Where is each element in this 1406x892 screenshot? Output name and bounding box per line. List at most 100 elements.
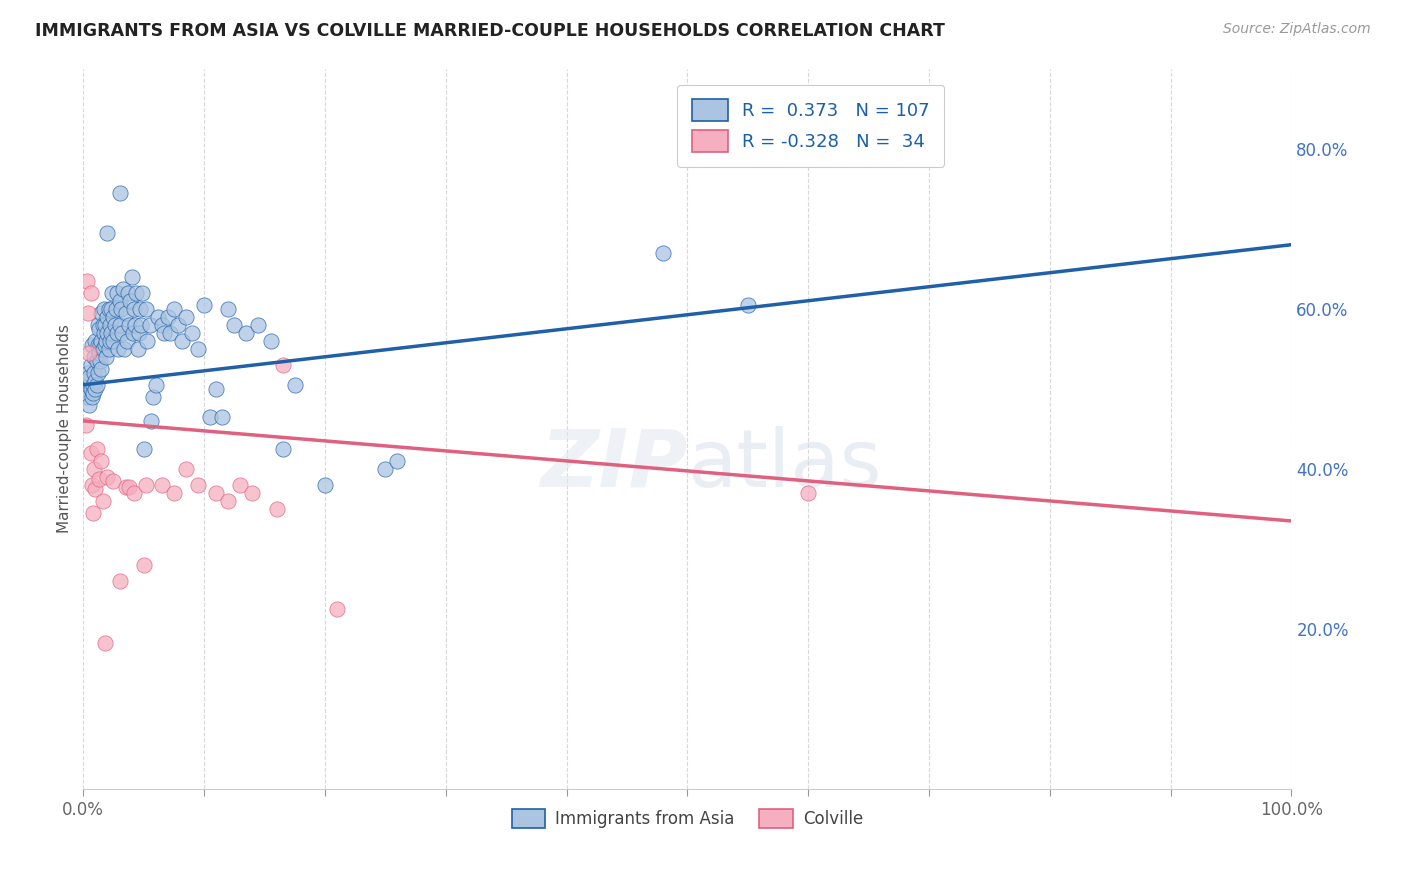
Text: Source: ZipAtlas.com: Source: ZipAtlas.com bbox=[1223, 22, 1371, 37]
Point bbox=[259, 334, 281, 348]
Point bbox=[93, 301, 115, 316]
Point bbox=[76, 274, 98, 288]
Point bbox=[97, 301, 120, 316]
Point bbox=[84, 482, 107, 496]
Point bbox=[90, 334, 112, 348]
Y-axis label: Married-couple Households: Married-couple Households bbox=[58, 325, 72, 533]
Point bbox=[101, 285, 124, 300]
Point bbox=[174, 310, 197, 324]
Point bbox=[108, 318, 131, 332]
Point bbox=[110, 301, 132, 316]
Point bbox=[96, 470, 118, 484]
Point bbox=[181, 326, 204, 340]
Point bbox=[150, 478, 173, 492]
Point bbox=[128, 326, 150, 340]
Point bbox=[652, 245, 675, 260]
Point bbox=[139, 318, 162, 332]
Text: IMMIGRANTS FROM ASIA VS COLVILLE MARRIED-COUPLE HOUSEHOLDS CORRELATION CHART: IMMIGRANTS FROM ASIA VS COLVILLE MARRIED… bbox=[35, 22, 945, 40]
Point bbox=[145, 377, 167, 392]
Point bbox=[174, 462, 197, 476]
Point bbox=[737, 298, 759, 312]
Point bbox=[112, 342, 135, 356]
Point bbox=[193, 298, 215, 312]
Point bbox=[136, 334, 159, 348]
Point bbox=[132, 558, 155, 572]
Point bbox=[148, 310, 170, 324]
Point bbox=[86, 442, 108, 456]
Point bbox=[187, 342, 209, 356]
Point bbox=[271, 442, 294, 456]
Point bbox=[96, 334, 118, 348]
Point bbox=[115, 334, 138, 348]
Point bbox=[103, 474, 125, 488]
Point bbox=[84, 382, 107, 396]
Point bbox=[79, 285, 101, 300]
Point bbox=[75, 382, 97, 396]
Point bbox=[103, 310, 125, 324]
Point bbox=[96, 350, 118, 364]
Point bbox=[84, 334, 107, 348]
Point bbox=[114, 479, 136, 493]
Point bbox=[107, 342, 129, 356]
Point bbox=[247, 318, 270, 332]
Point bbox=[163, 486, 186, 500]
Point bbox=[77, 366, 100, 380]
Point bbox=[87, 338, 110, 352]
Text: ZIP: ZIP bbox=[540, 425, 688, 504]
Point bbox=[129, 318, 152, 332]
Point bbox=[122, 486, 145, 500]
Point bbox=[224, 318, 246, 332]
Point bbox=[172, 334, 194, 348]
Point bbox=[100, 326, 122, 340]
Point bbox=[89, 338, 111, 352]
Point bbox=[87, 346, 110, 360]
Point bbox=[235, 326, 257, 340]
Point bbox=[83, 350, 105, 364]
Point bbox=[153, 326, 176, 340]
Point bbox=[105, 285, 128, 300]
Point bbox=[111, 326, 134, 340]
Point bbox=[91, 342, 114, 356]
Point bbox=[98, 334, 121, 348]
Point bbox=[75, 417, 97, 432]
Point bbox=[127, 342, 149, 356]
Point bbox=[205, 382, 228, 396]
Point bbox=[98, 318, 121, 332]
Point bbox=[217, 301, 239, 316]
Point bbox=[90, 361, 112, 376]
Point bbox=[131, 285, 153, 300]
Point bbox=[105, 326, 128, 340]
Point bbox=[198, 409, 221, 424]
Point bbox=[97, 342, 120, 356]
Point bbox=[129, 301, 152, 316]
Point bbox=[205, 486, 228, 500]
Point bbox=[122, 301, 145, 316]
Point bbox=[125, 285, 148, 300]
Text: atlas: atlas bbox=[688, 425, 882, 504]
Legend: Immigrants from Asia, Colville: Immigrants from Asia, Colville bbox=[505, 803, 870, 835]
Point bbox=[82, 506, 104, 520]
Point bbox=[86, 353, 108, 368]
Point bbox=[93, 326, 115, 340]
Point bbox=[314, 478, 336, 492]
Point bbox=[90, 306, 112, 320]
Point bbox=[82, 377, 104, 392]
Point bbox=[104, 301, 127, 316]
Point bbox=[326, 602, 349, 616]
Point bbox=[96, 226, 118, 240]
Point bbox=[89, 353, 111, 368]
Point bbox=[79, 382, 101, 396]
Point bbox=[217, 494, 239, 508]
Point bbox=[87, 471, 110, 485]
Point bbox=[76, 374, 98, 388]
Point bbox=[94, 636, 117, 650]
Point bbox=[87, 322, 110, 336]
Point bbox=[117, 285, 139, 300]
Point bbox=[84, 374, 107, 388]
Point bbox=[108, 186, 131, 200]
Point bbox=[108, 293, 131, 308]
Point bbox=[211, 409, 233, 424]
Point bbox=[94, 338, 117, 352]
Point bbox=[135, 478, 157, 492]
Point bbox=[80, 390, 103, 404]
